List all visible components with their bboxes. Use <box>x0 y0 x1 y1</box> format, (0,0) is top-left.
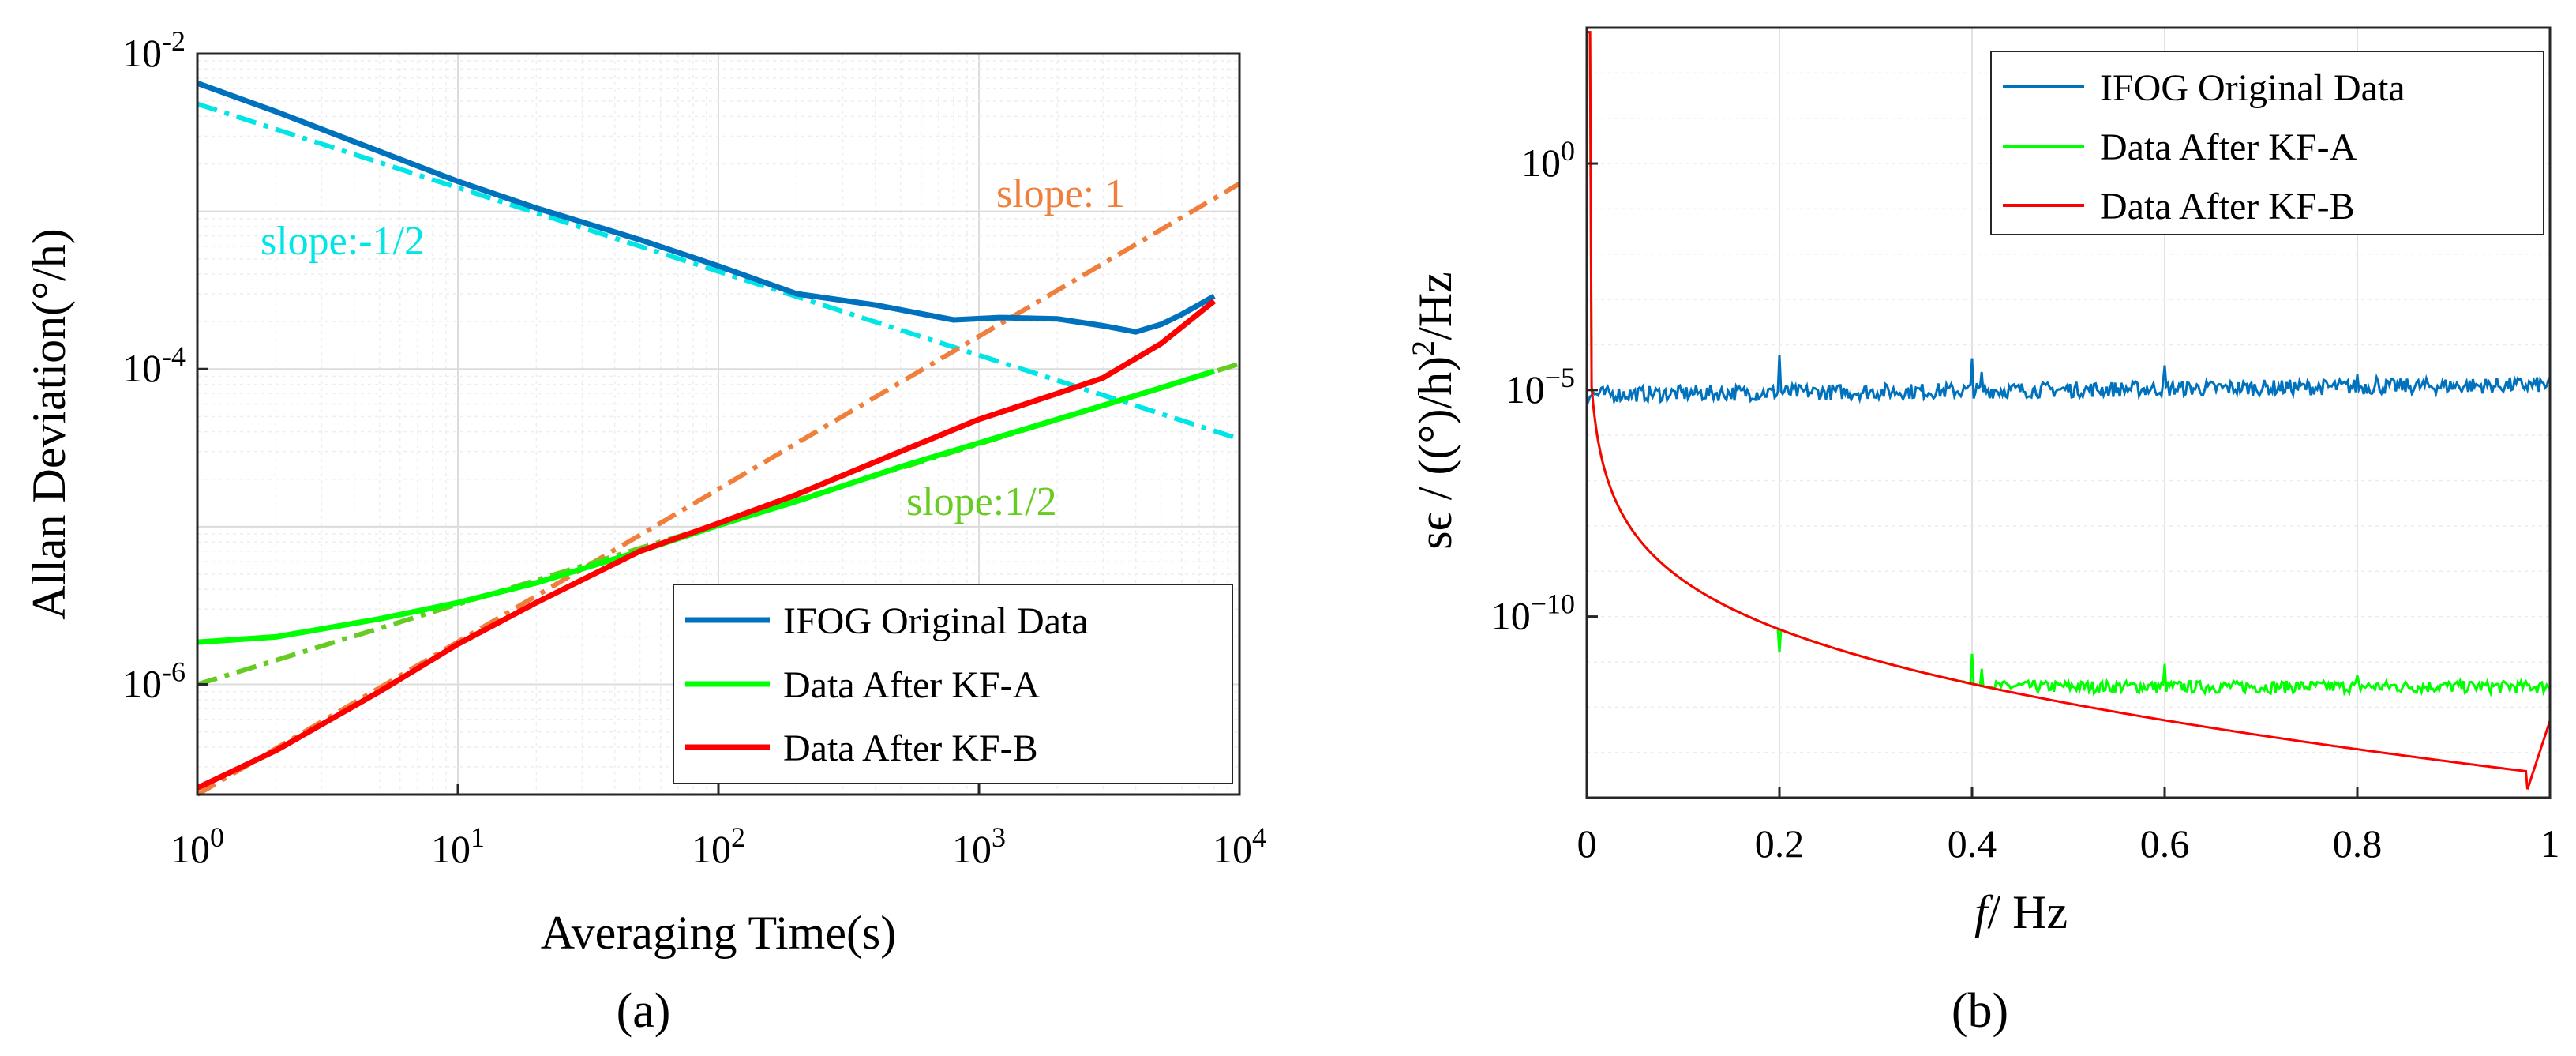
y-tick-base: 10 <box>122 31 162 75</box>
series-line-kfb-a <box>196 299 1217 791</box>
x-tick-label-b-1: 0.2 <box>1755 821 1805 866</box>
series-line-ifog-a <box>196 81 1216 335</box>
x-tick-base: 10 <box>1213 827 1252 871</box>
x-tick-base: 10 <box>952 827 992 871</box>
panel-label-b: (b) <box>1952 984 2008 1038</box>
y-tick-label-a-1: 10-4 <box>122 340 186 390</box>
x-tick-exp: 2 <box>731 821 745 853</box>
legend-label-kfa-a: Data After KF-A <box>783 664 1041 706</box>
series-line-kfb-b <box>1587 31 2552 790</box>
x-tick-base: 10 <box>171 827 210 871</box>
legend-a: IFOG Original Data Data After KF-A Data … <box>673 584 1233 784</box>
annot-slope-half: slope:1/2 <box>906 479 1057 524</box>
panel-label-a: (a) <box>617 984 671 1038</box>
series-a <box>196 81 1217 791</box>
x-tick-label-b-0: 0 <box>1577 821 1597 866</box>
x-tick-label-b-3: 0.6 <box>2140 821 2190 866</box>
x-tick-base: 10 <box>692 827 731 871</box>
legend-b: IFOG Original Data Data After KF-A Data … <box>1990 51 2544 235</box>
y-tick-label-a-2: 10-2 <box>122 25 186 75</box>
y-tick-exp: 0 <box>1561 135 1575 167</box>
legend-label-kfb-b: Data After KF-B <box>2100 186 2355 227</box>
legend-label-kfb-a: Data After KF-B <box>783 727 1038 769</box>
annot-slope-neg-half: slope:-1/2 <box>261 219 425 264</box>
x-axis-label-b-unit: / Hz <box>1988 886 2068 938</box>
x-tick-exp: 3 <box>992 821 1006 853</box>
y-tick-base: 10 <box>1491 594 1531 638</box>
x-tick-exp: 0 <box>210 821 224 853</box>
x-axis-label-b: f/ Hz <box>1974 886 2068 938</box>
x-tick-exp: 1 <box>471 821 485 853</box>
y-tick-exp: -2 <box>162 25 186 57</box>
x-tick-label-b-4: 0.8 <box>2333 821 2383 866</box>
y-axis-label-a: Allan Deviation(°/h) <box>23 228 75 620</box>
series-line-ifog-b <box>1585 355 2552 406</box>
annot-slope-1: slope: 1 <box>996 171 1125 216</box>
y-tick-label-b-2: 100 <box>1521 135 1575 185</box>
x-tick-label-a-2: 102 <box>692 821 745 871</box>
y-axis-label-b-main: sϵ / ((°)/h) <box>1409 356 1461 550</box>
y-tick-exp: −5 <box>1545 362 1575 393</box>
legend-label-ifog-b: IFOG Original Data <box>2100 67 2405 109</box>
y-tick-exp: −10 <box>1531 588 1575 620</box>
x-axis-label-a: Averaging Time(s) <box>541 907 897 959</box>
y-tick-exp: -4 <box>162 340 186 372</box>
x-tick-base: 10 <box>431 827 471 871</box>
x-tick-label-a-0: 100 <box>171 821 224 871</box>
y-tick-label-a-0: 10-6 <box>122 656 186 705</box>
reference-line-1 <box>196 181 1241 797</box>
x-tick-label-b-5: 1 <box>2540 821 2560 866</box>
legend-label-ifog-a: IFOG Original Data <box>783 600 1089 642</box>
y-axis-label-b-sup: 2 <box>1405 340 1441 356</box>
y-tick-label-b-1: 10−5 <box>1505 362 1575 412</box>
y-tick-base: 10 <box>122 661 162 705</box>
series-b <box>1585 31 2552 790</box>
y-axis-label-b-end: /Hz <box>1409 272 1461 340</box>
axes-box-b <box>1585 26 2552 799</box>
y-tick-base: 10 <box>1505 367 1545 412</box>
legend-label-kfa-b: Data After KF-A <box>2100 126 2357 168</box>
x-tick-label-a-3: 103 <box>952 821 1006 871</box>
y-tick-exp: -6 <box>162 656 186 687</box>
y-tick-label-b-0: 10−10 <box>1491 588 1575 638</box>
y-tick-base: 10 <box>1521 141 1561 185</box>
reference-line-0 <box>197 101 1240 442</box>
y-axis-label-b: sϵ / ((°)/h)2/Hz <box>1405 272 1462 550</box>
x-tick-label-b-2: 0.4 <box>1948 821 1997 866</box>
x-tick-label-a-4: 104 <box>1213 821 1266 871</box>
x-tick-exp: 4 <box>1252 821 1266 853</box>
x-tick-label-a-1: 101 <box>431 821 485 871</box>
y-tick-base: 10 <box>122 346 162 390</box>
